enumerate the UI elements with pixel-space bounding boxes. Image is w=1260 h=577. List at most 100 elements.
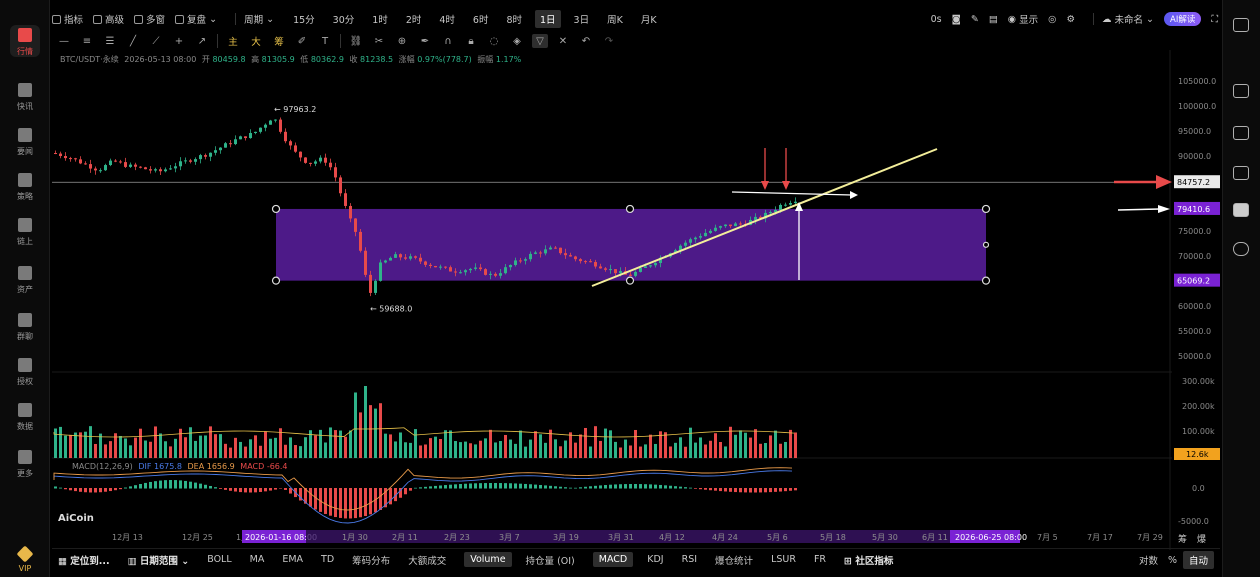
cross-line-icon[interactable]: +: [174, 35, 184, 47]
nav-auth[interactable]: 授权: [0, 350, 50, 394]
sub-indicator-macd[interactable]: MACD: [592, 552, 634, 567]
layout-dropdown[interactable]: ☁ 未命名 ⌄: [1102, 12, 1155, 27]
period-week[interactable]: 周K: [607, 15, 623, 26]
nav-flash[interactable]: 快讯: [0, 75, 50, 119]
marker-icon[interactable]: ✒: [420, 35, 430, 47]
chip-tool[interactable]: 筹: [274, 37, 284, 48]
period-30m[interactable]: 30分: [332, 15, 355, 26]
zoom-icon[interactable]: ⊕: [397, 35, 407, 47]
sub-indicator-rsi[interactable]: RSI: [681, 554, 698, 565]
volume-bar: [689, 427, 692, 458]
macd-bar: [309, 488, 312, 507]
camera-icon[interactable]: ◙: [951, 13, 961, 25]
watchlist-icon[interactable]: [1233, 126, 1249, 140]
sub-indicator-lsur[interactable]: LSUR: [771, 554, 796, 565]
large-order-tool[interactable]: 大: [251, 37, 261, 48]
robot-panel-icon[interactable]: [1233, 203, 1249, 217]
multi-line-icon[interactable]: ☰: [105, 35, 115, 47]
display-button[interactable]: ◉ 显示: [1008, 12, 1038, 27]
period-1h[interactable]: 1时: [372, 15, 388, 26]
eye-off-icon[interactable]: ◌: [489, 35, 499, 47]
nav-more[interactable]: 更多: [0, 442, 50, 486]
volume-bar: [119, 435, 122, 458]
macd-bar: [414, 487, 417, 489]
sub-indicator-kdj[interactable]: KDJ: [647, 554, 664, 565]
chevron-down-icon: ⌄: [1146, 13, 1155, 25]
table-icon[interactable]: ▤: [988, 13, 998, 25]
nav-onchain[interactable]: 链上: [0, 210, 50, 254]
gear-icon[interactable]: ⚙: [1066, 13, 1075, 25]
ruler-icon[interactable]: ✂: [374, 35, 384, 47]
indicator-ma[interactable]: MA: [249, 554, 265, 565]
advanced-button[interactable]: 高级: [93, 12, 124, 26]
wallet-panel-icon[interactable]: [1233, 166, 1249, 180]
parallel-lines-icon[interactable]: ≡: [82, 35, 92, 47]
delete-icon[interactable]: ✕: [558, 35, 568, 47]
nav-data[interactable]: 数据: [0, 395, 50, 439]
layers-icon[interactable]: ◈: [513, 35, 521, 47]
multi-window-button[interactable]: 多窗: [134, 12, 165, 26]
period-8h[interactable]: 8时: [506, 15, 522, 26]
filter-icon[interactable]: ▽: [532, 34, 548, 48]
log-scale-toggle[interactable]: 对数: [1138, 556, 1158, 567]
replay-button[interactable]: 复盘 ⌄: [175, 12, 217, 26]
fullscreen-icon[interactable]: ⛶: [1211, 13, 1218, 25]
nav-news[interactable]: 要闻: [0, 120, 50, 164]
period-6h[interactable]: 6时: [472, 15, 489, 26]
indicator-boll[interactable]: BOLL: [207, 554, 232, 565]
period-3d[interactable]: 3日: [573, 15, 590, 26]
period-month[interactable]: 月K: [640, 15, 657, 26]
rect-top-label: 79410.6: [1177, 205, 1210, 214]
order-book-icon[interactable]: [1233, 18, 1249, 32]
legend-close-label: 收: [349, 55, 358, 64]
candlestick-chart[interactable]: 105000.0 100000.0 95000.0 90000.0 75000.0 700…: [52, 50, 1222, 550]
period-dropdown[interactable]: 周期 ⌄: [244, 12, 274, 27]
sub-indicator-oi[interactable]: 持仓量 (OI): [525, 555, 575, 567]
undo-icon[interactable]: ↶: [581, 35, 591, 47]
edit-icon[interactable]: ✎: [970, 13, 979, 25]
indicator-td[interactable]: TD: [321, 554, 335, 565]
main-indicator-tool[interactable]: 主: [228, 37, 238, 48]
percent-scale-toggle[interactable]: %: [1167, 554, 1177, 566]
nav-assets[interactable]: 资产: [0, 258, 50, 302]
candle-body: [114, 160, 117, 162]
nav-vip[interactable]: VIP: [0, 538, 50, 577]
arrow-line-icon[interactable]: ↗: [197, 35, 207, 47]
period-15m[interactable]: 15分: [293, 15, 315, 26]
ai-read-button[interactable]: AI解读: [1164, 12, 1202, 26]
brush-icon[interactable]: ✐: [297, 35, 307, 47]
target-icon[interactable]: ◎: [1048, 13, 1057, 25]
lock-icon[interactable]: 🔒︎: [468, 35, 474, 47]
trendline-icon[interactable]: ╱: [129, 35, 137, 47]
nav-market[interactable]: 行情: [0, 20, 50, 64]
period-2h[interactable]: 2时: [405, 15, 422, 26]
text-icon[interactable]: T: [321, 35, 329, 47]
volume-bar: [694, 442, 697, 458]
indicator-chip-distribution[interactable]: 筹码分布: [352, 555, 391, 567]
indicator-large-trades[interactable]: 大额成交: [408, 555, 447, 567]
community-indicators-button[interactable]: ⊞ 社区指标: [844, 555, 894, 567]
chip-side-button: 筹: [1178, 533, 1187, 545]
sub-indicator-liquidation[interactable]: 爆仓统计: [715, 555, 754, 567]
nav-strategy[interactable]: 策略: [0, 165, 50, 209]
sub-indicator-volume[interactable]: Volume: [464, 552, 512, 567]
trade-panel-icon[interactable]: [1233, 84, 1249, 98]
indicator-ema[interactable]: EMA: [282, 554, 304, 565]
date-range-button[interactable]: ▥ 日期范围 ⌄: [127, 555, 190, 567]
redo-icon[interactable]: ↷: [604, 35, 614, 47]
candle-body: [84, 163, 87, 165]
chart-area[interactable]: 105000.0 100000.0 95000.0 90000.0 75000.0 700…: [52, 50, 1222, 550]
magnet-icon[interactable]: ∩: [444, 35, 452, 47]
nav-chat[interactable]: 群聊: [0, 305, 50, 349]
auto-scale-toggle[interactable]: 自动: [1182, 551, 1214, 569]
ray-icon[interactable]: ⟋: [152, 35, 160, 47]
period-1d[interactable]: 1日: [535, 10, 561, 28]
horizontal-line-icon[interactable]: —: [59, 35, 69, 47]
exchange-icon[interactable]: [1233, 242, 1249, 256]
white-pointer-arrow: [1117, 208, 1161, 211]
link-icon[interactable]: ⛓: [349, 35, 363, 47]
indicators-button[interactable]: 指标: [52, 12, 83, 26]
period-4h[interactable]: 4时: [439, 15, 455, 26]
sub-indicator-fr[interactable]: FR: [813, 554, 827, 565]
locate-button[interactable]: ▦ 定位到...: [58, 555, 110, 567]
